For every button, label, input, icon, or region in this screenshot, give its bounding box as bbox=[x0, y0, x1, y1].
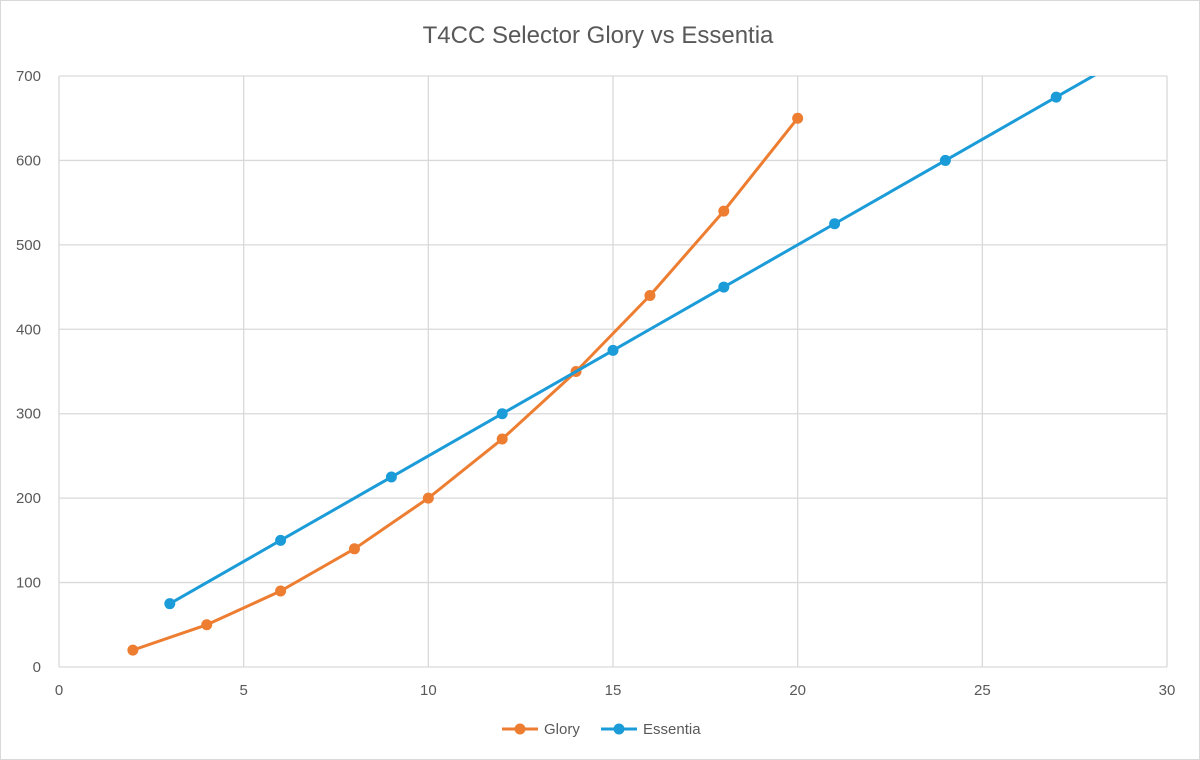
series-line-essentia bbox=[168, 76, 1097, 606]
series-glory bbox=[127, 112, 804, 656]
data-point-essentia bbox=[829, 218, 841, 230]
legend-marker bbox=[613, 723, 625, 735]
series-layer bbox=[127, 76, 1097, 656]
data-point-essentia bbox=[1050, 91, 1062, 103]
x-tick-label: 0 bbox=[55, 682, 63, 699]
legend-label: Essentia bbox=[643, 721, 701, 738]
data-point-glory bbox=[422, 492, 434, 504]
x-tick-label: 25 bbox=[974, 682, 991, 699]
data-point-glory bbox=[644, 290, 656, 302]
legend-item-glory: Glory bbox=[502, 721, 580, 738]
y-tick-label: 700 bbox=[16, 68, 41, 85]
data-point-glory bbox=[275, 585, 287, 597]
y-tick-label: 400 bbox=[16, 321, 41, 338]
data-point-glory bbox=[792, 112, 804, 124]
data-point-essentia bbox=[718, 281, 730, 293]
legend-label: Glory bbox=[544, 721, 580, 738]
legend-item-essentia: Essentia bbox=[601, 721, 701, 738]
y-tick-label: 300 bbox=[16, 406, 41, 423]
grid bbox=[58, 75, 1168, 668]
data-point-glory bbox=[348, 543, 360, 555]
x-tick-label: 30 bbox=[1159, 682, 1176, 699]
data-point-essentia bbox=[385, 471, 397, 483]
y-tick-label: 600 bbox=[16, 152, 41, 169]
chart-title: T4CC Selector Glory vs Essentia bbox=[423, 22, 774, 49]
y-tick-label: 0 bbox=[33, 659, 41, 676]
x-tick-label: 10 bbox=[420, 682, 437, 699]
y-tick-label: 100 bbox=[16, 575, 41, 592]
legend-marker bbox=[514, 723, 526, 735]
series-line-glory bbox=[131, 116, 800, 652]
data-point-essentia bbox=[939, 154, 951, 166]
x-tick-label: 5 bbox=[239, 682, 247, 699]
y-tick-label: 200 bbox=[16, 490, 41, 507]
data-point-essentia bbox=[607, 344, 619, 356]
data-point-glory bbox=[201, 619, 213, 631]
x-axis-ticks: 0 5 10 15 20 25 30 bbox=[55, 682, 1176, 699]
data-point-glory bbox=[718, 205, 730, 217]
x-tick-label: 20 bbox=[789, 682, 806, 699]
legend: Glory Essentia bbox=[502, 721, 701, 738]
data-point-essentia bbox=[275, 534, 287, 546]
data-point-essentia bbox=[496, 408, 508, 420]
data-point-glory bbox=[496, 433, 508, 445]
series-essentia bbox=[164, 76, 1097, 610]
data-point-glory bbox=[127, 644, 139, 656]
x-tick-label: 15 bbox=[605, 682, 622, 699]
y-tick-label: 500 bbox=[16, 237, 41, 254]
y-axis-ticks: 0 100 200 300 400 500 600 700 bbox=[16, 68, 41, 676]
data-point-essentia bbox=[164, 598, 176, 610]
